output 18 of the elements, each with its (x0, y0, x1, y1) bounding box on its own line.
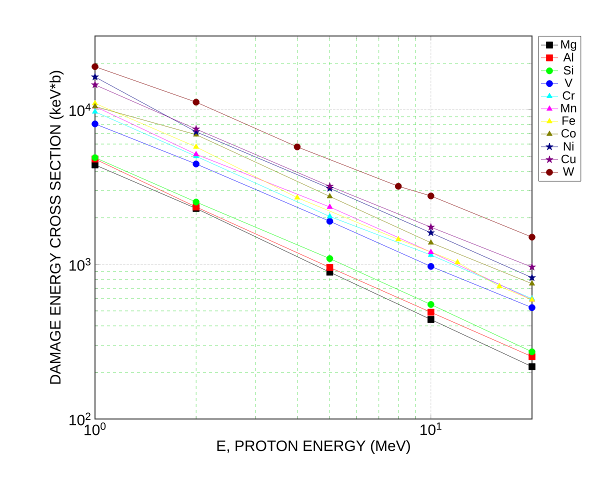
x-axis-title: E, PROTON ENERGY (MeV) (217, 440, 410, 454)
legend-label: Cu (562, 154, 576, 164)
y-tick-label: 10$^{2}$ (70, 412, 90, 426)
x-tick-label: 10$^{0}$ (84, 422, 106, 436)
legend-label: V (564, 78, 573, 87)
legend-label: Co (562, 129, 576, 138)
legend-label: Mn (561, 104, 576, 112)
legend-label: Mg (561, 40, 576, 51)
legend-label: Si (564, 66, 574, 75)
legend-label: W (562, 167, 574, 176)
legend-label: Fe (562, 116, 576, 125)
legend-label: Cr (562, 91, 575, 100)
y-axis-title: DAMAGE ENERGY CROSS SECTION (keV*b) (50, 70, 64, 384)
legend-label: Al (563, 52, 574, 62)
legend-label: Ni (564, 142, 574, 150)
y-tick-label: 10$^{3}$ (70, 258, 91, 271)
y-tick-label: 10$^{4}$ (70, 103, 91, 116)
x-tick-label: 10$^{1}$ (420, 422, 442, 436)
